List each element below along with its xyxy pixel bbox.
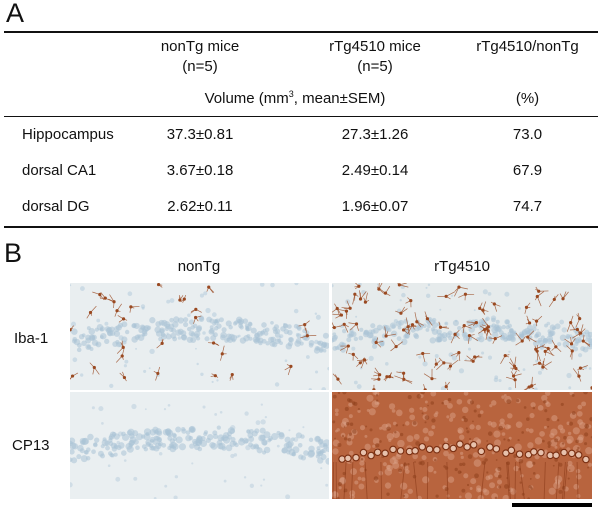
row-label: dorsal CA1 bbox=[22, 162, 97, 179]
row-label-iba1: Iba-1 bbox=[14, 330, 49, 347]
cell-rtg: 1.96±0.07 bbox=[341, 198, 409, 215]
header-ratio: rTg4510/nonTg bbox=[476, 38, 579, 55]
units-volume-sup: 3 bbox=[288, 89, 294, 99]
header-units-percent: (%) bbox=[515, 90, 540, 107]
micrograph-nontg-cp13 bbox=[70, 392, 329, 499]
header-rtg-line2: (n=5) bbox=[357, 58, 393, 75]
column-label-rtg4510: rTg4510 bbox=[434, 258, 490, 275]
units-volume-post: , mean±SEM) bbox=[293, 90, 386, 107]
cell-ratio: 74.7 bbox=[512, 198, 543, 215]
header-nontg-line1: nonTg mice bbox=[160, 38, 240, 55]
row-label: dorsal DG bbox=[22, 198, 90, 215]
table-bottom-rule bbox=[4, 226, 598, 228]
table-top-rule bbox=[4, 31, 598, 33]
micrograph-nontg-iba1 bbox=[70, 283, 329, 390]
header-rtg-line1: rTg4510 mice bbox=[329, 38, 421, 55]
column-label-nontg: nonTg bbox=[177, 258, 221, 275]
scale-bar bbox=[512, 503, 592, 507]
panel-b-letter: B bbox=[4, 238, 23, 268]
row-label-cp13: CP13 bbox=[12, 437, 50, 454]
table-mid-rule bbox=[4, 116, 598, 117]
panel-a-letter: A bbox=[6, 0, 25, 28]
micrograph-rtg-iba1 bbox=[332, 283, 592, 390]
cell-nontg: 2.62±0.11 bbox=[167, 198, 233, 215]
units-volume-pre: Volume (mm bbox=[204, 90, 289, 107]
cell-nontg: 3.67±0.18 bbox=[166, 162, 234, 179]
cell-nontg: 37.3±0.81 bbox=[166, 126, 234, 143]
cell-ratio: 67.9 bbox=[512, 162, 543, 179]
header-units-volume: Volume (mm3, mean±SEM) bbox=[140, 89, 450, 108]
row-label: Hippocampus bbox=[22, 126, 114, 143]
cell-ratio: 73.0 bbox=[512, 126, 543, 143]
cell-rtg: 27.3±1.26 bbox=[341, 126, 409, 143]
header-nontg-line2: (n=5) bbox=[182, 58, 218, 75]
micrograph-rtg-cp13 bbox=[332, 392, 592, 499]
cell-rtg: 2.49±0.14 bbox=[341, 162, 409, 179]
